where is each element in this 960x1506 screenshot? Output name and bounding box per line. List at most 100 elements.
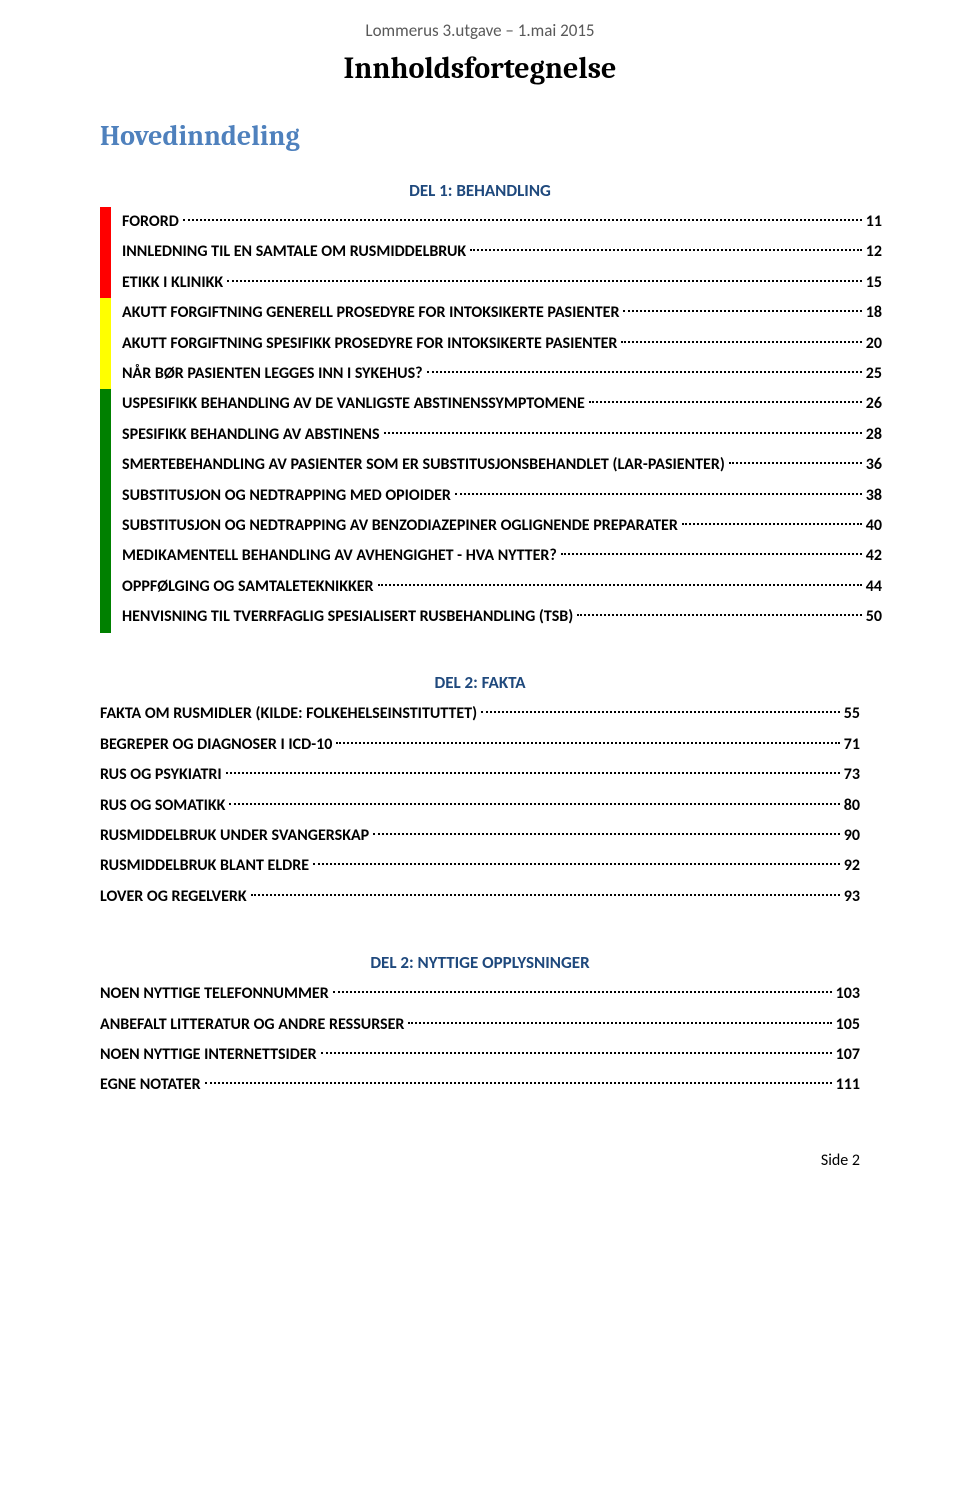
- toc-entry-label: MEDIKAMENTELL BEHANDLING AV AVHENGIGHET …: [122, 541, 557, 571]
- toc-entry-page: 20: [866, 329, 882, 359]
- toc-entry-label: RUSMIDDELBRUK BLANT ELDRE: [100, 851, 309, 881]
- toc-entry[interactable]: NOEN NYTTIGE INTERNETTSIDER 107: [100, 1040, 860, 1070]
- document-title: Innholdsfortegnelse: [100, 51, 860, 86]
- toc-dots: [455, 493, 862, 495]
- toc-entry-page: 92: [844, 851, 860, 881]
- sidebar-color-red: [100, 207, 111, 298]
- toc-entry[interactable]: SMERTEBEHANDLING AV PASIENTER SOM ER SUB…: [100, 450, 882, 480]
- section-heading-del1: DEL 1: BEHANDLING: [100, 180, 860, 201]
- sidebar-color-yellow: [100, 298, 111, 389]
- toc-dots: [313, 863, 840, 865]
- toc-dots: [333, 991, 832, 993]
- toc-entry[interactable]: SUBSTITUSJON OG NEDTRAPPING MED OPIOIDER…: [100, 481, 882, 511]
- toc-entry[interactable]: RUS OG SOMATIKK 80: [100, 791, 860, 821]
- toc-dots: [577, 614, 862, 616]
- toc-entry-page: 25: [866, 359, 882, 389]
- toc-dots: [336, 742, 839, 744]
- toc-entry-label: FORORD: [122, 207, 179, 237]
- toc-entry-page: 107: [836, 1040, 860, 1070]
- toc-entry-label: LOVER OG REGELVERK: [100, 882, 247, 912]
- toc-dots: [589, 401, 862, 403]
- toc-entry-label: RUSMIDDELBRUK UNDER SVANGERSKAP: [100, 821, 369, 851]
- toc-entry[interactable]: NÅR BØR PASIENTEN LEGGES INN I SYKEHUS? 2…: [100, 359, 882, 389]
- toc-entry-label: SMERTEBEHANDLING AV PASIENTER SOM ER SUB…: [122, 450, 725, 480]
- toc-entry-page: 71: [844, 730, 860, 760]
- toc-entry-label: HENVISNING TIL TVERRFAGLIG SPESIALISERT …: [122, 602, 573, 632]
- toc-entry-page: 40: [866, 511, 882, 541]
- toc-entry-label: OPPFØLGING OG SAMTALETEKNIKKER: [122, 572, 374, 602]
- toc-entry-label: AKUTT FORGIFTNING GENERELL PROSEDYRE FOR…: [122, 298, 619, 328]
- toc-entry-page: 105: [836, 1010, 860, 1040]
- section-heading-del3: DEL 2: NYTTIGE OPPLYSNINGER: [100, 952, 860, 973]
- toc-entry[interactable]: SUBSTITUSJON OG NEDTRAPPING AV BENZODIAZ…: [100, 511, 882, 541]
- toc-entry-page: 42: [866, 541, 882, 571]
- toc-entry-label: ETIKK I KLINIKK: [122, 268, 223, 298]
- toc-block-del2: FAKTA OM RUSMIDLER (KILDE: FOLKEHELSEINS…: [100, 699, 860, 912]
- toc-block-del1: FORORD11INNLEDNING TIL EN SAMTALE OM RUS…: [100, 207, 860, 632]
- toc-dots: [470, 249, 862, 251]
- toc-entry-page: 38: [866, 481, 882, 511]
- toc-entry-label: NOEN NYTTIGE INTERNETTSIDER: [100, 1040, 317, 1070]
- toc-entry[interactable]: RUSMIDDELBRUK UNDER SVANGERSKAP 90: [100, 821, 860, 851]
- toc-entry-label: ANBEFALT LITTERATUR OG ANDRE RESSURSER: [100, 1010, 404, 1040]
- toc-entry[interactable]: SPESIFIKK BEHANDLING AV ABSTINENS 28: [100, 420, 882, 450]
- toc-dots: [373, 833, 840, 835]
- toc-entry-page: 28: [866, 420, 882, 450]
- toc-entry[interactable]: BEGREPER OG DIAGNOSER I ICD-10 71: [100, 730, 860, 760]
- toc-entry[interactable]: AKUTT FORGIFTNING GENERELL PROSEDYRE FOR…: [100, 298, 882, 328]
- toc-dots: [623, 310, 861, 312]
- toc-entry-label: BEGREPER OG DIAGNOSER I ICD-10: [100, 730, 332, 760]
- toc-entry[interactable]: HENVISNING TIL TVERRFAGLIG SPESIALISERT …: [100, 602, 882, 632]
- main-heading: Hovedinndeling: [100, 120, 860, 152]
- toc-dots: [481, 711, 840, 713]
- toc-entry[interactable]: LOVER OG REGELVERK93: [100, 882, 860, 912]
- toc-dots: [427, 371, 862, 373]
- toc-entry-label: SPESIFIKK BEHANDLING AV ABSTINENS: [122, 420, 380, 450]
- toc-entry-label: SUBSTITUSJON OG NEDTRAPPING MED OPIOIDER: [122, 481, 451, 511]
- toc-dots: [384, 432, 862, 434]
- page-header: Lommerus 3.utgave – 1.mai 2015: [100, 20, 860, 41]
- toc-dots: [227, 280, 862, 282]
- toc-entry[interactable]: RUSMIDDELBRUK BLANT ELDRE 92: [100, 851, 860, 881]
- toc-entry[interactable]: USPESIFIKK BEHANDLING AV DE VANLIGSTE AB…: [100, 389, 882, 419]
- toc-entry[interactable]: MEDIKAMENTELL BEHANDLING AV AVHENGIGHET …: [100, 541, 882, 571]
- toc-entry[interactable]: OPPFØLGING OG SAMTALETEKNIKKER44: [100, 572, 882, 602]
- toc-entry-label: RUS OG PSYKIATRI: [100, 760, 222, 790]
- toc-entry-label: EGNE NOTATER: [100, 1070, 201, 1100]
- toc-dots: [205, 1082, 832, 1084]
- sidebar-color-green: [100, 389, 111, 632]
- toc-entry[interactable]: AKUTT FORGIFTNING SPESIFIKK PROSEDYRE FO…: [100, 329, 882, 359]
- toc-entry-page: 73: [844, 760, 860, 790]
- toc-entry-page: 36: [866, 450, 882, 480]
- color-sidebars: [100, 207, 128, 633]
- toc-dots: [621, 341, 861, 343]
- toc-entry-page: 103: [836, 979, 860, 1009]
- toc-dots: [561, 553, 862, 555]
- toc-entry[interactable]: ETIKK I KLINIKK 15: [100, 268, 882, 298]
- toc-block-del3: NOEN NYTTIGE TELEFONNUMMER103ANBEFALT LI…: [100, 979, 860, 1101]
- toc-entry[interactable]: FAKTA OM RUSMIDLER (KILDE: FOLKEHELSEINS…: [100, 699, 860, 729]
- page-container: Lommerus 3.utgave – 1.mai 2015 Innholdsf…: [0, 0, 960, 1210]
- toc-dots: [226, 772, 840, 774]
- toc-dots: [321, 1052, 832, 1054]
- toc-entry[interactable]: EGNE NOTATER 111: [100, 1070, 860, 1100]
- toc-entry-page: 11: [866, 207, 882, 237]
- toc-entry[interactable]: INNLEDNING TIL EN SAMTALE OM RUSMIDDELBR…: [100, 237, 882, 267]
- toc-entry-label: SUBSTITUSJON OG NEDTRAPPING AV BENZODIAZ…: [122, 511, 678, 541]
- toc-entry[interactable]: RUS OG PSYKIATRI 73: [100, 760, 860, 790]
- toc-entry-page: 18: [866, 298, 882, 328]
- toc-entry-label: RUS OG SOMATIKK: [100, 791, 225, 821]
- toc-entry-page: 80: [844, 791, 860, 821]
- toc-dots: [408, 1022, 831, 1024]
- toc-entry-page: 15: [866, 268, 882, 298]
- toc-entry-label: NÅR BØR PASIENTEN LEGGES INN I SYKEHUS?: [122, 359, 423, 389]
- toc-entry[interactable]: ANBEFALT LITTERATUR OG ANDRE RESSURSER 10…: [100, 1010, 860, 1040]
- toc-entry-page: 90: [844, 821, 860, 851]
- toc-entry-page: 12: [866, 237, 882, 267]
- toc-entry-label: USPESIFIKK BEHANDLING AV DE VANLIGSTE AB…: [122, 389, 585, 419]
- toc-entry[interactable]: NOEN NYTTIGE TELEFONNUMMER103: [100, 979, 860, 1009]
- toc-entry[interactable]: FORORD 11: [100, 207, 882, 237]
- toc-entry-page: 111: [836, 1070, 860, 1100]
- toc-dots: [682, 523, 862, 525]
- toc-dots: [729, 462, 862, 464]
